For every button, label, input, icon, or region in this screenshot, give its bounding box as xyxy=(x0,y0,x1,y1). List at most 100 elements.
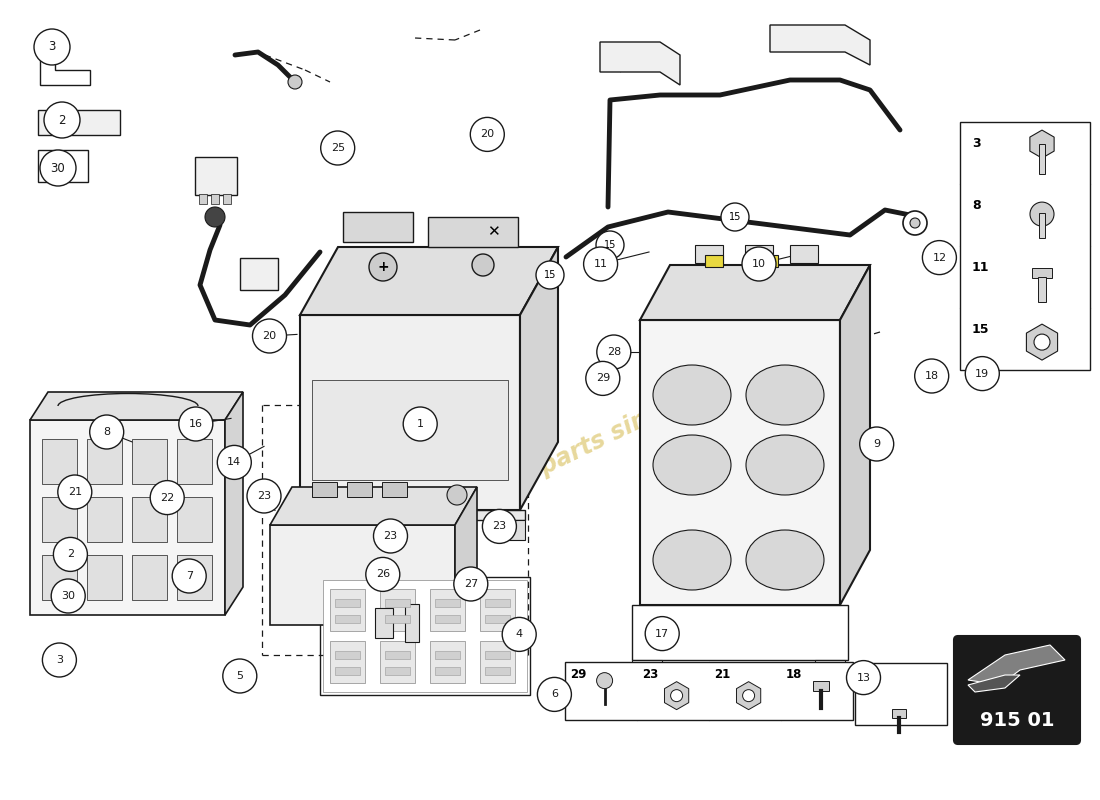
Text: 20: 20 xyxy=(481,130,494,139)
Circle shape xyxy=(248,479,280,513)
FancyBboxPatch shape xyxy=(385,667,410,675)
FancyBboxPatch shape xyxy=(312,482,337,497)
Text: 3: 3 xyxy=(48,41,56,54)
Polygon shape xyxy=(39,150,88,182)
Circle shape xyxy=(218,446,251,479)
Circle shape xyxy=(536,261,564,289)
FancyBboxPatch shape xyxy=(379,641,415,683)
Polygon shape xyxy=(968,645,1065,685)
FancyBboxPatch shape xyxy=(385,615,410,623)
Circle shape xyxy=(538,678,571,711)
Circle shape xyxy=(503,618,536,651)
Text: 18: 18 xyxy=(864,669,879,682)
FancyBboxPatch shape xyxy=(695,245,723,263)
Circle shape xyxy=(720,203,749,231)
FancyBboxPatch shape xyxy=(240,258,278,290)
FancyBboxPatch shape xyxy=(336,599,360,607)
Text: 8: 8 xyxy=(103,427,110,437)
Polygon shape xyxy=(270,487,477,525)
Polygon shape xyxy=(495,520,525,540)
Circle shape xyxy=(596,673,613,689)
Circle shape xyxy=(472,254,494,276)
Ellipse shape xyxy=(653,530,732,590)
FancyBboxPatch shape xyxy=(813,681,828,690)
FancyBboxPatch shape xyxy=(323,580,527,692)
FancyBboxPatch shape xyxy=(1038,277,1046,302)
FancyBboxPatch shape xyxy=(42,497,77,542)
Circle shape xyxy=(966,357,999,390)
Text: 16: 16 xyxy=(189,419,202,429)
Circle shape xyxy=(205,207,225,227)
Polygon shape xyxy=(295,510,525,520)
Text: 23: 23 xyxy=(384,531,397,541)
Text: 11: 11 xyxy=(594,259,607,269)
Circle shape xyxy=(742,247,775,281)
Polygon shape xyxy=(428,217,518,247)
Ellipse shape xyxy=(653,435,732,495)
Text: 21: 21 xyxy=(714,667,730,681)
FancyBboxPatch shape xyxy=(485,667,510,675)
Circle shape xyxy=(847,661,880,694)
Text: 21: 21 xyxy=(68,487,81,497)
FancyBboxPatch shape xyxy=(330,641,365,683)
Polygon shape xyxy=(343,212,412,242)
FancyBboxPatch shape xyxy=(320,577,530,695)
Ellipse shape xyxy=(746,530,824,590)
Text: 2: 2 xyxy=(67,550,74,559)
Text: 10: 10 xyxy=(752,259,766,269)
Circle shape xyxy=(597,335,630,369)
FancyBboxPatch shape xyxy=(375,608,393,638)
FancyBboxPatch shape xyxy=(855,663,947,725)
Circle shape xyxy=(58,475,91,509)
Text: 915 01: 915 01 xyxy=(980,710,1054,730)
Polygon shape xyxy=(1030,130,1054,158)
Circle shape xyxy=(586,362,619,395)
Text: 1: 1 xyxy=(417,419,424,429)
Circle shape xyxy=(374,519,407,553)
FancyBboxPatch shape xyxy=(195,157,236,195)
FancyBboxPatch shape xyxy=(336,615,360,623)
FancyBboxPatch shape xyxy=(430,589,465,631)
Circle shape xyxy=(671,690,683,702)
FancyBboxPatch shape xyxy=(87,497,122,542)
FancyBboxPatch shape xyxy=(1040,213,1045,238)
Text: 6: 6 xyxy=(551,690,558,699)
Polygon shape xyxy=(640,320,840,605)
Circle shape xyxy=(90,415,123,449)
Text: 14: 14 xyxy=(228,458,241,467)
Text: 2: 2 xyxy=(58,114,66,126)
FancyBboxPatch shape xyxy=(485,599,510,607)
Text: 18: 18 xyxy=(925,371,938,381)
Polygon shape xyxy=(968,675,1020,692)
FancyBboxPatch shape xyxy=(177,555,212,600)
Text: 27: 27 xyxy=(464,579,477,589)
Circle shape xyxy=(34,29,70,65)
FancyBboxPatch shape xyxy=(87,439,122,484)
Polygon shape xyxy=(664,682,689,710)
Text: 15: 15 xyxy=(543,270,557,280)
Circle shape xyxy=(483,510,516,543)
Circle shape xyxy=(447,485,468,505)
Text: 15: 15 xyxy=(604,240,616,250)
Text: 25: 25 xyxy=(331,143,344,153)
Text: 12: 12 xyxy=(933,253,946,262)
FancyBboxPatch shape xyxy=(385,651,410,659)
Polygon shape xyxy=(737,682,761,710)
Circle shape xyxy=(44,102,80,138)
Polygon shape xyxy=(300,315,520,510)
FancyBboxPatch shape xyxy=(177,439,212,484)
Ellipse shape xyxy=(746,435,824,495)
Text: 15: 15 xyxy=(972,323,990,336)
FancyBboxPatch shape xyxy=(480,641,515,683)
Circle shape xyxy=(43,643,76,677)
Polygon shape xyxy=(632,660,662,675)
FancyBboxPatch shape xyxy=(434,615,460,623)
Text: 3: 3 xyxy=(56,655,63,665)
Circle shape xyxy=(151,481,184,514)
Polygon shape xyxy=(600,42,680,85)
Circle shape xyxy=(366,558,399,591)
FancyBboxPatch shape xyxy=(132,439,167,484)
Circle shape xyxy=(915,359,948,393)
FancyBboxPatch shape xyxy=(199,194,207,204)
Text: 28: 28 xyxy=(607,347,620,357)
